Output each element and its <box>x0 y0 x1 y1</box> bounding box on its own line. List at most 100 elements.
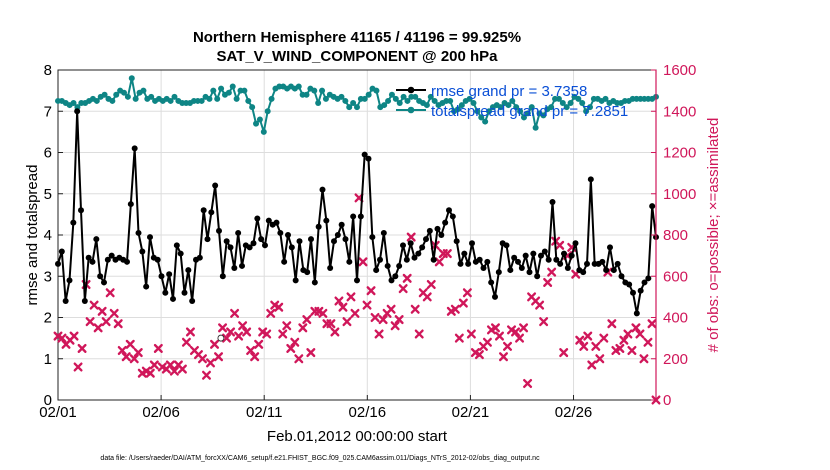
obs-assimilated-marker <box>639 354 649 364</box>
rmse-point <box>549 199 556 205</box>
obs-assimilated-marker <box>591 341 601 351</box>
spread-point <box>338 93 345 100</box>
spread-point <box>517 108 524 115</box>
rmse-point <box>388 277 395 284</box>
spread-point <box>319 87 326 94</box>
y-tick-label-left: 8 <box>44 62 52 79</box>
obs-assimilated-marker <box>226 327 236 337</box>
y-tick-label-right: 800 <box>663 227 688 244</box>
obs-assimilated-marker <box>350 308 360 318</box>
rmse-point <box>127 201 134 208</box>
obs-assimilated-marker <box>643 337 653 347</box>
spread-point <box>253 120 260 127</box>
spread-point <box>520 114 527 121</box>
rmse-point <box>212 182 219 189</box>
rmse-point <box>411 254 418 261</box>
rmse-point <box>200 207 207 214</box>
footer-datafile: data file: /Users/raeder/DAI/ATM_forcXX/… <box>100 455 540 462</box>
obs-assimilated-marker <box>422 292 432 302</box>
rmse-point <box>492 293 498 300</box>
rmse-point <box>346 258 353 265</box>
rmse-point <box>419 244 426 251</box>
obs-assimilated-marker <box>543 277 553 287</box>
rmse-point <box>277 229 284 236</box>
rmse-point <box>442 219 449 226</box>
obs-assimilated-marker <box>615 343 625 353</box>
rmse-point <box>296 238 303 245</box>
rmse-point <box>181 289 188 296</box>
rmse-point <box>154 256 161 263</box>
rmse-point <box>81 298 88 304</box>
spread-point <box>559 100 566 106</box>
obs-assimilated-marker <box>278 329 288 339</box>
y-tick-label-left: 2 <box>44 310 52 327</box>
rmse-point <box>530 250 537 257</box>
rmse-point <box>649 203 656 210</box>
rmse-point <box>610 267 617 274</box>
rmse-point <box>162 289 169 296</box>
rmse-point <box>453 238 460 245</box>
spread-point <box>497 104 504 111</box>
rmse-point <box>614 260 621 267</box>
obs-assimilated-marker <box>133 348 143 358</box>
obs-assimilated-marker <box>105 288 115 298</box>
rmse-point <box>534 273 541 280</box>
obs-assimilated-marker <box>631 323 641 333</box>
obs-assimilated-marker <box>262 329 272 339</box>
rmse-point <box>189 298 196 304</box>
rmse-point <box>204 236 211 243</box>
spread-point <box>264 108 271 115</box>
rmse-point <box>572 240 579 247</box>
y-axis-label-left: rmse and totalspread <box>24 165 41 306</box>
obs-assimilated-marker <box>274 302 284 312</box>
rmse-point <box>331 238 337 245</box>
obs-assimilated-marker <box>89 300 99 310</box>
rmse-point <box>633 310 640 317</box>
rmse-point <box>584 260 590 267</box>
rmse-point <box>618 273 625 280</box>
obs-assimilated-marker <box>197 354 207 364</box>
spread-point <box>563 104 570 111</box>
spread-point <box>113 91 120 98</box>
obs-assimilated-marker <box>635 329 645 339</box>
spread-point <box>256 116 263 123</box>
rmse-point <box>568 252 575 259</box>
spread-point <box>132 95 139 102</box>
rmse-point <box>147 234 153 241</box>
obs-assimilated-marker <box>410 304 420 314</box>
spread-point <box>396 100 403 106</box>
spread-point <box>575 95 582 102</box>
rmse-point <box>350 213 357 220</box>
rmse-point <box>403 256 410 263</box>
obs-assimilated-marker <box>458 298 468 308</box>
x-tick-label: 02/06 <box>142 404 180 421</box>
obs-assimilated-marker <box>647 319 657 329</box>
spread-point <box>241 87 248 94</box>
obs-assimilated-marker <box>93 323 103 333</box>
x-axis-label: Feb.01,2012 00:00:00 start <box>267 428 448 445</box>
rmse-point <box>457 260 464 267</box>
obs-assimilated-marker <box>515 333 525 343</box>
rmse-point <box>334 232 341 238</box>
obs-assimilated-marker <box>302 315 312 325</box>
rmse-point <box>208 209 215 216</box>
rmse-point <box>637 287 644 294</box>
obs-assimilated-marker <box>290 337 300 347</box>
obs-assimilated-marker <box>318 308 328 318</box>
obs-assimilated-marker <box>454 333 464 343</box>
rmse-point <box>357 213 364 220</box>
rmse-point <box>465 260 472 267</box>
rmse-point <box>254 215 261 222</box>
spread-point <box>93 97 100 104</box>
rmse-point <box>369 234 376 241</box>
rmse-point <box>641 279 648 286</box>
obs-assimilated-marker <box>370 313 380 322</box>
chart-subtitle: SAT_V_WIND_COMPONENT @ 200 hPa <box>216 48 498 65</box>
legend-spread-label: totalspread grand pr = 7.2851 <box>431 103 628 120</box>
obs-assimilated-marker <box>145 368 155 378</box>
spread-point <box>470 100 477 106</box>
spread-point <box>354 104 360 111</box>
rmse-point <box>173 242 180 249</box>
spread-point <box>121 89 128 96</box>
obs-assimilated-marker <box>250 352 260 362</box>
